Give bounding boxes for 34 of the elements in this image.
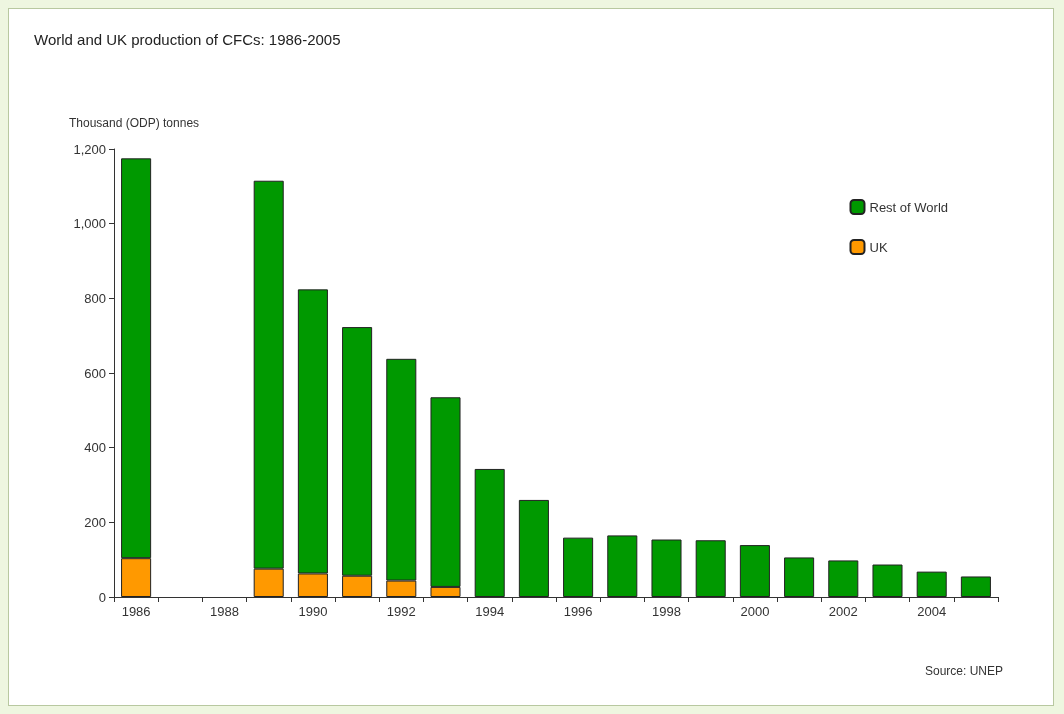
x-tick-label: 1988 [210, 604, 239, 619]
x-tick-label: 1986 [121, 604, 151, 619]
source-note: Source: UNEP [924, 664, 1003, 678]
y-tick-label: 800 [84, 290, 106, 306]
y-tick-label: 0 [98, 589, 106, 605]
y-axis-title: Thousand (ODP) tonnes [69, 116, 200, 130]
x-tick-label: 1998 [652, 604, 681, 619]
bar [518, 499, 549, 597]
legend-label: UK [869, 239, 888, 255]
bar [607, 535, 638, 597]
y-tick-label: 600 [84, 365, 106, 381]
y-tick-label: 1,000 [73, 216, 106, 232]
bar [651, 539, 682, 597]
legend-label: Rest of World [869, 199, 949, 215]
x-tick-label: 1992 [386, 604, 416, 619]
x-tick-label: 2004 [917, 604, 947, 619]
x-tick-label: 1990 [298, 604, 328, 619]
bar [828, 560, 859, 597]
y-tick-label: 1,200 [73, 141, 106, 157]
bar [872, 564, 903, 597]
bar [960, 576, 991, 597]
y-tick-label: 400 [84, 440, 106, 456]
bar [784, 557, 815, 597]
x-tick-label: 1996 [563, 604, 593, 619]
bar [916, 571, 947, 597]
bar [739, 545, 770, 597]
x-tick-label: 2000 [740, 604, 770, 619]
chart-title: World and UK production of CFCs: 1986-2005 [34, 31, 341, 48]
bar [695, 540, 726, 597]
bar [474, 468, 505, 597]
x-tick-label: 1994 [475, 604, 505, 619]
bar [563, 537, 594, 597]
y-tick-label: 200 [84, 514, 106, 530]
x-tick-label: 2002 [828, 604, 858, 619]
